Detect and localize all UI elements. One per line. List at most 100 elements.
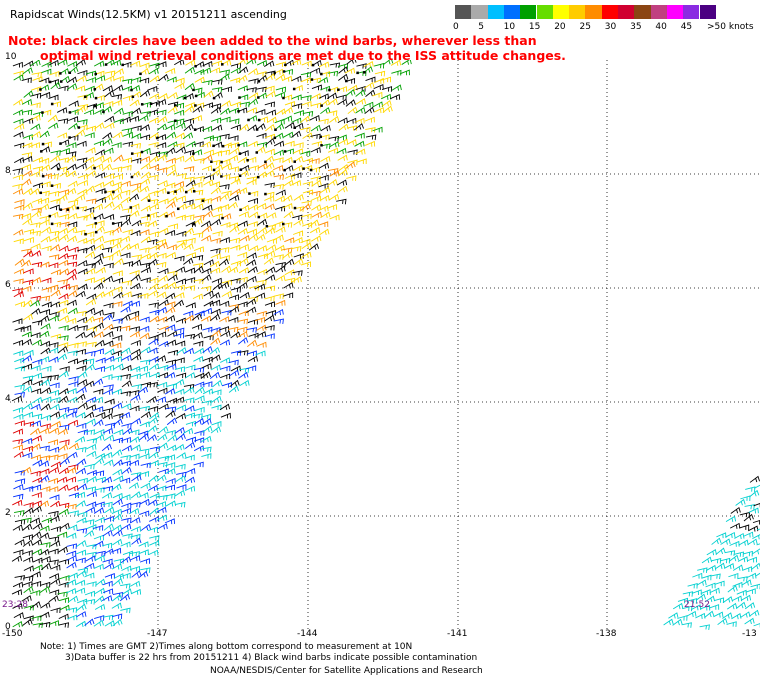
wind-barb [282, 203, 293, 210]
wind-barb [130, 588, 142, 595]
wind-barb [39, 309, 51, 315]
wind-barb [247, 115, 258, 122]
wind-barb [291, 276, 302, 283]
wind-barb [185, 420, 196, 427]
wind-barb [49, 573, 60, 580]
wind-barb [39, 330, 50, 338]
wind-barb [74, 193, 86, 201]
wind-barb [111, 193, 123, 201]
wind-barb [247, 339, 258, 348]
wind-barb [239, 291, 250, 299]
wind-barb [77, 598, 88, 605]
wind-barb [84, 530, 95, 538]
wind-barb [319, 228, 330, 236]
wind-barb [175, 146, 186, 154]
wind-barb [86, 443, 97, 450]
wind-barb [255, 331, 267, 338]
wind-barb [103, 239, 115, 245]
wind-barb [31, 615, 42, 621]
contamination-marker [282, 70, 286, 73]
wind-barb [112, 498, 123, 506]
wind-barb [273, 157, 284, 163]
wind-barb [264, 101, 275, 108]
wind-barb [59, 283, 70, 290]
wind-barb [202, 425, 213, 433]
wind-barb [317, 76, 329, 84]
wind-barb [389, 94, 401, 100]
wind-barb [48, 94, 59, 101]
wind-barb [156, 252, 167, 259]
wind-barb [111, 524, 123, 532]
wind-barb [237, 318, 249, 325]
wind-barb [220, 100, 232, 107]
wind-barb [59, 457, 70, 466]
wind-barb [174, 327, 185, 334]
contamination-marker [50, 184, 54, 187]
wind-barb [167, 105, 178, 114]
wind-barb [59, 604, 70, 611]
wind-barb [40, 387, 52, 394]
wind-barb [75, 579, 86, 586]
wind-barb [176, 203, 188, 210]
wind-barb [112, 99, 123, 106]
wind-barb [50, 500, 61, 508]
wind-barb [29, 142, 41, 148]
wind-barb [95, 357, 106, 364]
wind-barb [237, 85, 248, 92]
wind-barb [21, 178, 32, 186]
wind-barb [58, 233, 69, 241]
contamination-marker [248, 192, 251, 195]
wind-barb [201, 225, 213, 233]
wind-barb [67, 419, 79, 426]
wind-barb [68, 122, 79, 130]
wind-barb [77, 379, 88, 386]
wind-barb [185, 364, 196, 371]
wind-barb [264, 60, 275, 68]
longitude-label: -13 [742, 629, 757, 639]
wind-barb [40, 347, 51, 355]
wind-barb [149, 151, 161, 157]
wind-barb [229, 237, 240, 244]
wind-barb [165, 477, 176, 484]
wind-barb [173, 181, 185, 188]
wind-barb [95, 578, 106, 586]
contamination-marker [309, 168, 313, 172]
wind-barb [104, 348, 115, 355]
wind-barb [165, 371, 176, 379]
wind-barb [184, 267, 196, 274]
contamination-marker [94, 72, 97, 76]
wind-barb [50, 182, 61, 189]
contamination-marker [193, 128, 197, 131]
wind-barb [140, 411, 151, 418]
wind-barb [301, 200, 312, 207]
wind-barb [112, 418, 123, 426]
wind-barb [346, 139, 357, 146]
wind-barb [48, 620, 60, 626]
contamination-marker [237, 110, 240, 113]
wind-barb [167, 397, 178, 404]
wind-barb [200, 141, 212, 148]
wind-barb [104, 70, 116, 77]
wind-barb [282, 156, 293, 163]
wind-barb [50, 198, 61, 204]
wind-barb [104, 75, 115, 82]
wind-barb [12, 499, 23, 506]
wind-barb [66, 254, 78, 260]
wind-barb [12, 603, 23, 610]
wind-barb [264, 203, 275, 210]
wind-barb [380, 93, 392, 100]
wind-barb [21, 466, 32, 474]
wind-barb [174, 292, 185, 299]
wind-barb [84, 590, 95, 597]
wind-barb [76, 620, 87, 628]
wind-barb [76, 162, 87, 169]
wind-barb [14, 258, 25, 266]
wind-barb [67, 212, 78, 220]
wind-barb [23, 502, 34, 508]
wind-barb [86, 170, 97, 178]
wind-barb [158, 198, 169, 205]
wind-barb [176, 347, 187, 354]
wind-barb [14, 365, 25, 372]
wind-barb [111, 350, 122, 356]
wind-barb [212, 379, 223, 388]
